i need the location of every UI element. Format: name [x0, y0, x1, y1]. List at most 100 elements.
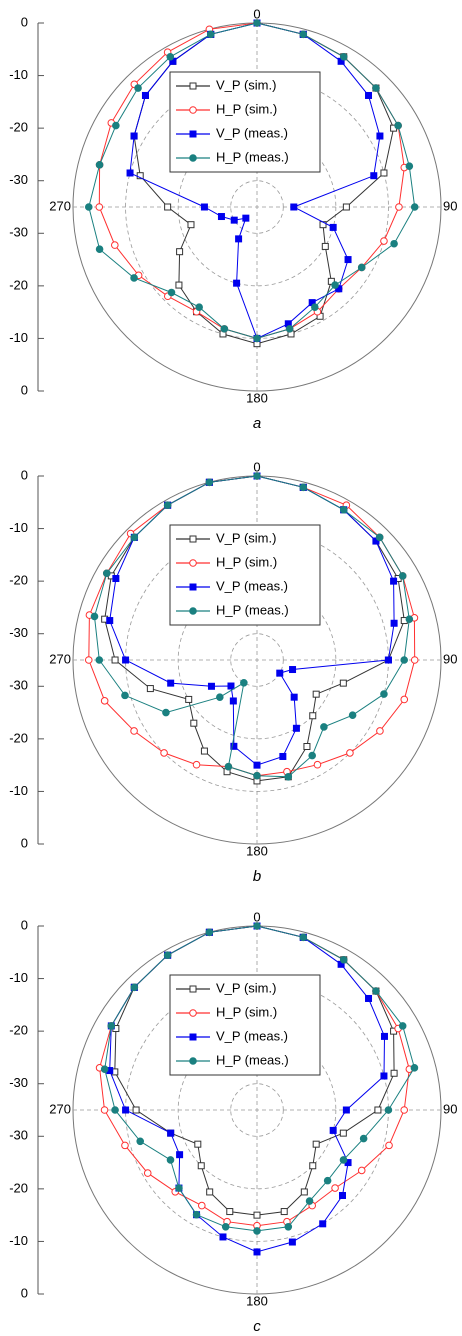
marker [280, 1208, 288, 1216]
marker [319, 1220, 327, 1228]
marker [344, 256, 352, 264]
marker [130, 533, 139, 542]
marker [285, 325, 294, 333]
marker [253, 761, 261, 769]
marker [198, 1201, 206, 1210]
marker [189, 1057, 197, 1065]
marker [253, 334, 261, 343]
marker [394, 121, 402, 130]
radial-tick-label: -10 [9, 1233, 28, 1248]
marker [299, 30, 308, 39]
marker [207, 682, 215, 690]
radial-tick-label: -10 [9, 67, 28, 82]
radial-tick-label: -20 [9, 1180, 28, 1195]
marker [141, 91, 149, 99]
marker [189, 985, 197, 993]
marker [224, 762, 233, 771]
legend-label: V_P (sim.) [216, 980, 276, 995]
angle-label: 180 [246, 843, 268, 858]
marker [331, 281, 339, 289]
marker [365, 994, 373, 1002]
marker [390, 1069, 398, 1077]
marker [299, 483, 308, 492]
marker [380, 169, 388, 177]
marker [253, 1227, 261, 1235]
marker [95, 245, 104, 253]
marker [242, 214, 250, 222]
marker [253, 922, 261, 930]
marker [226, 1208, 234, 1216]
legend-label: H_P (sim.) [216, 101, 277, 116]
panel-label: a [253, 415, 261, 432]
legend: V_P (sim.) H_P (sim.) V_P (meas.) H_P (meas… [169, 974, 321, 1076]
marker [384, 656, 392, 664]
angle-label: 90 [443, 1101, 457, 1116]
marker [372, 84, 380, 92]
marker [339, 679, 347, 687]
marker [342, 203, 350, 211]
marker [134, 84, 142, 92]
marker [163, 501, 172, 510]
marker [217, 213, 225, 221]
marker [357, 263, 366, 272]
marker [130, 274, 138, 282]
marker [339, 505, 348, 514]
marker [189, 106, 197, 114]
legend-label: V_P (meas.) [216, 1028, 288, 1043]
marker [200, 203, 208, 211]
legend-label: H_P (meas.) [216, 149, 289, 164]
radial-tick-label: -20 [9, 1023, 28, 1038]
marker [107, 1022, 116, 1030]
panel-label: b [253, 868, 261, 885]
marker [398, 1022, 407, 1030]
marker [189, 607, 197, 615]
marker [112, 575, 120, 583]
marker [95, 656, 104, 664]
marker [100, 1106, 109, 1114]
marker [95, 203, 104, 211]
marker [320, 723, 328, 731]
radial-tick-label: -10 [9, 970, 28, 985]
marker [342, 1106, 350, 1114]
marker [130, 132, 138, 140]
legend-label: V_P (sim.) [216, 77, 276, 92]
marker [290, 693, 298, 701]
marker [130, 727, 138, 735]
marker [146, 685, 154, 693]
radial-tick-label: 0 [21, 917, 28, 932]
polar-panel: 0 0 -10 -10 -20 -20 -30 -30 0 90 180 270 V_P (sim.) H… [9, 6, 457, 432]
marker [167, 1129, 175, 1137]
series-line [104, 925, 415, 1232]
marker [162, 708, 170, 717]
marker [130, 983, 139, 992]
marker [410, 656, 419, 664]
marker [229, 697, 237, 705]
marker [321, 242, 329, 250]
legend-label: V_P (sim.) [216, 530, 276, 545]
radial-tick-label: -30 [9, 1075, 28, 1090]
radial-tick-label: 0 [21, 14, 28, 29]
legend-label: V_P (meas.) [216, 578, 288, 593]
marker [233, 279, 241, 287]
radial-tick-label: -30 [9, 1128, 28, 1143]
marker [111, 241, 119, 249]
angle-label: 0 [253, 459, 260, 474]
marker [390, 577, 398, 585]
marker [284, 772, 293, 781]
marker [132, 1106, 140, 1114]
marker [380, 237, 388, 245]
marker [400, 1106, 409, 1114]
marker [195, 303, 203, 311]
marker [290, 203, 298, 211]
marker [339, 1156, 348, 1164]
marker [292, 724, 300, 732]
marker [303, 743, 311, 751]
marker [375, 533, 384, 542]
marker [385, 1141, 393, 1150]
marker [400, 656, 409, 664]
marker [329, 223, 337, 231]
radial-tick-label: -10 [9, 520, 28, 535]
panel-label: c [253, 1318, 261, 1335]
marker [122, 656, 130, 664]
